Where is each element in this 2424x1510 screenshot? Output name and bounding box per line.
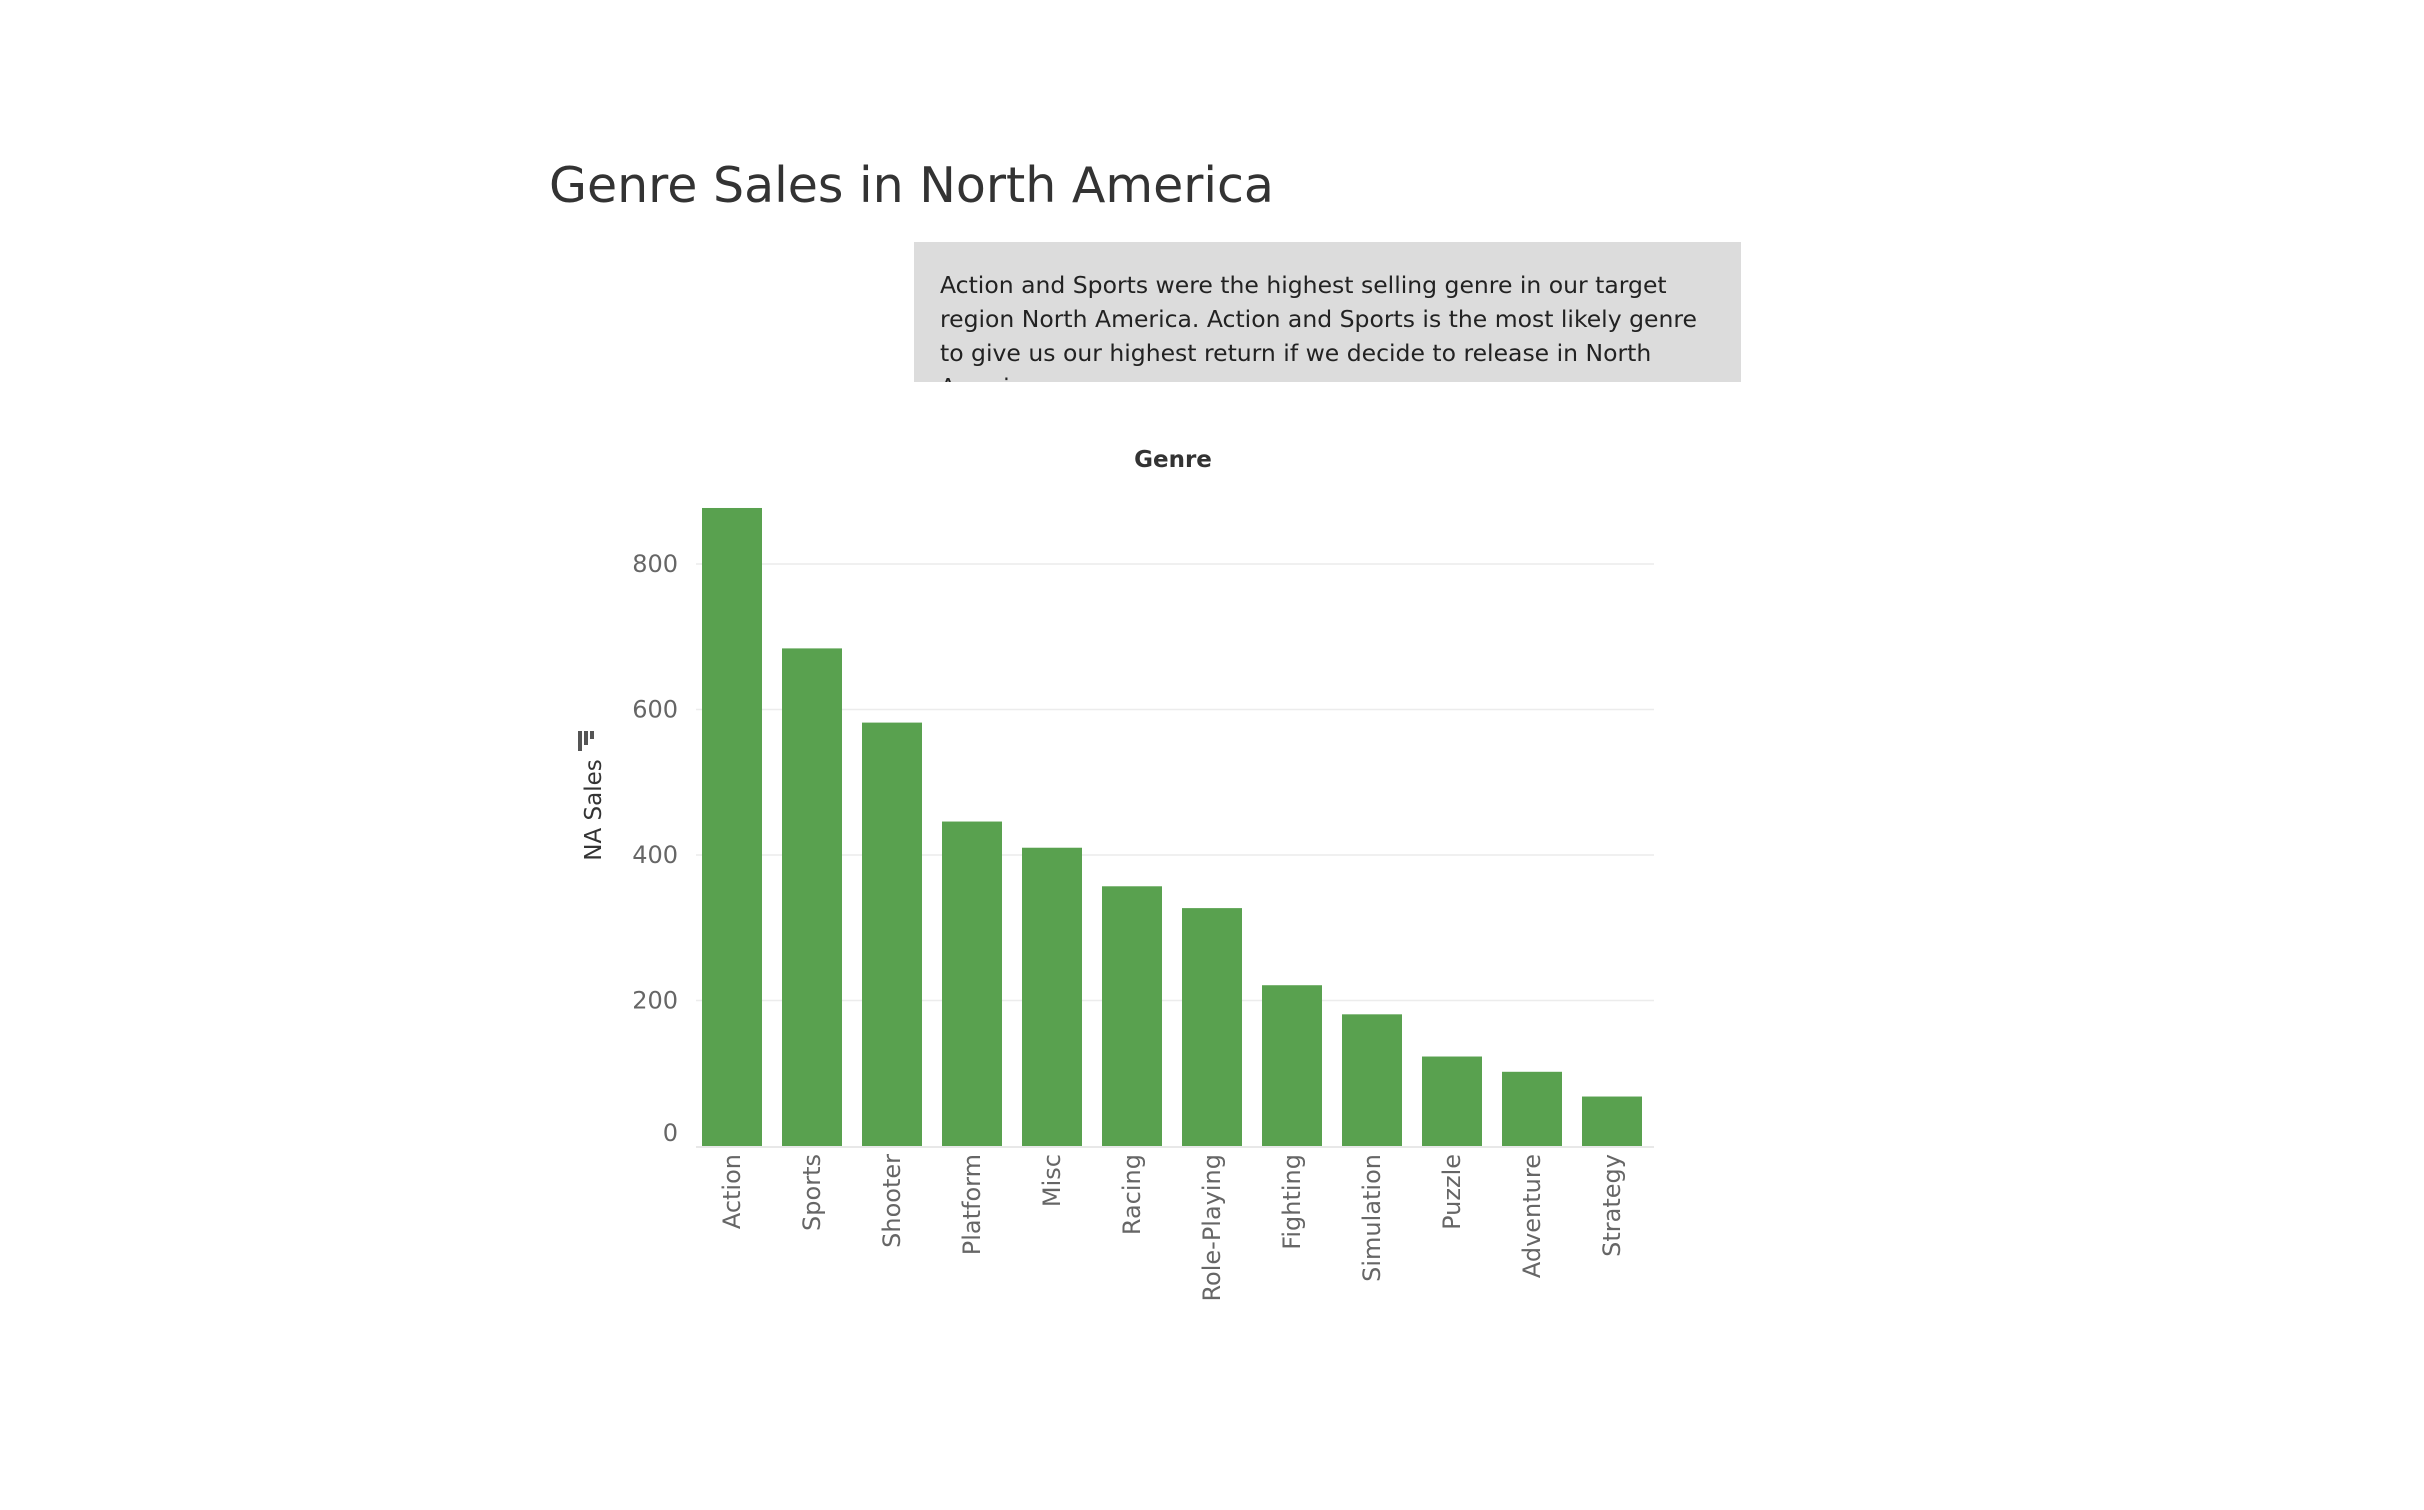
bar-strategy[interactable] — [1582, 1096, 1642, 1146]
gridlines — [696, 563, 1654, 1148]
bar-role-playing[interactable] — [1182, 908, 1242, 1146]
bar-simulation[interactable] — [1342, 1014, 1402, 1146]
y-tick-label: 200 — [632, 987, 678, 1015]
y-tick-label: 600 — [632, 696, 678, 724]
x-category-label: Role-Playing — [1198, 1154, 1226, 1302]
x-category-label: Shooter — [878, 1154, 906, 1248]
bar-shooter[interactable] — [862, 722, 922, 1146]
annotation-text: Action and Sports were the highest selli… — [940, 271, 1697, 382]
x-axis-title: Genre — [1134, 447, 1212, 473]
bar-platform[interactable] — [942, 821, 1002, 1146]
y-axis-title[interactable]: NA Sales — [581, 759, 607, 860]
x-category-label: Adventure — [1518, 1154, 1546, 1278]
bars — [702, 507, 1642, 1146]
x-category-label: Fighting — [1278, 1154, 1306, 1250]
sort-descending-icon[interactable] — [578, 731, 594, 751]
y-tick-label: 400 — [632, 841, 678, 869]
x-category-label: Platform — [958, 1154, 986, 1255]
x-category-label: Misc — [1038, 1154, 1066, 1207]
y-tick-label: 0 — [663, 1119, 678, 1147]
page-title: Genre Sales in North America — [549, 157, 1274, 214]
x-category-label: Sports — [798, 1154, 826, 1231]
bar-racing[interactable] — [1102, 886, 1162, 1146]
x-category-label: Strategy — [1598, 1154, 1626, 1257]
bar-puzzle[interactable] — [1422, 1056, 1482, 1146]
x-axis-categories: Action Sports Shooter Platform Misc Racing Rol… — [718, 1154, 1626, 1302]
y-axis-ticks: 0 200 400 600 800 — [632, 550, 678, 1147]
annotation-box: Action and Sports were the highest selli… — [914, 242, 1741, 382]
bar-sports[interactable] — [782, 648, 842, 1146]
y-tick-label: 800 — [632, 550, 678, 578]
bar-adventure[interactable] — [1502, 1071, 1562, 1146]
x-category-label: Racing — [1118, 1154, 1146, 1235]
x-category-label: Action — [718, 1154, 746, 1229]
bar-action[interactable] — [702, 507, 762, 1146]
bar-misc[interactable] — [1022, 847, 1082, 1146]
x-category-label: Puzzle — [1438, 1154, 1466, 1230]
x-category-label: Simulation — [1358, 1154, 1386, 1282]
bar-fighting[interactable] — [1262, 985, 1322, 1146]
